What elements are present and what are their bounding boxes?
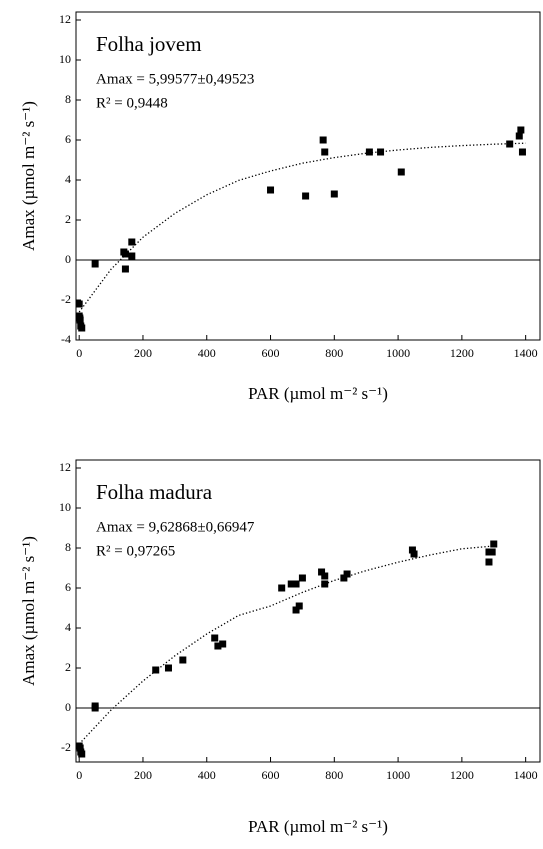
data-point bbox=[343, 570, 351, 578]
data-point bbox=[91, 702, 99, 710]
x-tick-label: 800 bbox=[325, 346, 343, 360]
fit-annotation: R² = 0,9448 bbox=[96, 95, 168, 111]
data-point bbox=[121, 265, 129, 273]
fit-annotation: R² = 0,97265 bbox=[96, 543, 175, 559]
data-point bbox=[78, 750, 86, 758]
fit-annotation: Amax = 9,62868±0,66947 bbox=[96, 519, 255, 535]
x-tick-label: 200 bbox=[134, 768, 152, 782]
y-tick-label: 4 bbox=[65, 172, 71, 186]
data-point bbox=[321, 572, 329, 580]
plot-frame bbox=[75, 459, 541, 763]
data-point bbox=[292, 606, 300, 614]
y-axis-label: Amax (µmol m⁻² s⁻¹) bbox=[19, 101, 38, 251]
data-point bbox=[76, 744, 84, 752]
data-point bbox=[287, 580, 295, 588]
x-tick-label: 1200 bbox=[450, 346, 474, 360]
data-point bbox=[298, 574, 306, 582]
y-tick-label: 10 bbox=[59, 500, 71, 514]
y-tick-label: 0 bbox=[65, 700, 71, 714]
data-point bbox=[128, 238, 136, 246]
y-tick-label: 10 bbox=[59, 52, 71, 66]
y-tick-label: -4 bbox=[61, 332, 71, 346]
data-point bbox=[506, 140, 514, 148]
data-point bbox=[488, 548, 496, 556]
data-point bbox=[292, 580, 300, 588]
y-tick-label: -2 bbox=[61, 740, 71, 754]
data-point bbox=[211, 634, 219, 642]
data-point bbox=[518, 148, 526, 156]
data-point bbox=[267, 186, 275, 194]
data-point bbox=[517, 126, 525, 134]
data-point bbox=[302, 192, 310, 200]
data-point bbox=[91, 260, 99, 268]
data-point bbox=[318, 568, 326, 576]
data-point bbox=[330, 190, 338, 198]
x-tick-label: 1400 bbox=[514, 346, 538, 360]
panel-title: Folha madura bbox=[96, 480, 213, 504]
data-point bbox=[377, 148, 385, 156]
y-tick-label: 8 bbox=[65, 92, 71, 106]
data-point bbox=[485, 558, 493, 566]
x-tick-label: 600 bbox=[262, 346, 280, 360]
x-tick-label: 800 bbox=[325, 768, 343, 782]
y-tick-label: 12 bbox=[59, 460, 71, 474]
y-axis-label: Amax (µmol m⁻² s⁻¹) bbox=[19, 536, 38, 686]
x-axis-label: PAR (µmol m⁻² s⁻¹) bbox=[248, 817, 388, 836]
fit-curve bbox=[78, 142, 526, 313]
y-tick-label: 8 bbox=[65, 540, 71, 554]
fit-curve bbox=[78, 545, 494, 745]
plot-frame bbox=[75, 11, 541, 341]
data-point bbox=[515, 132, 523, 140]
chart-panel: -2 0 2 4 6 8 10 12 0 200 400 600 800 1000 1200 1400 Folh… bbox=[19, 459, 541, 836]
y-tick-label: 2 bbox=[65, 212, 71, 226]
data-point bbox=[214, 642, 222, 650]
x-tick-label: 1200 bbox=[450, 768, 474, 782]
x-tick-label: 0 bbox=[76, 768, 82, 782]
data-point bbox=[219, 640, 227, 648]
data-point bbox=[321, 148, 329, 156]
y-tick-label: 2 bbox=[65, 660, 71, 674]
x-tick-label: 1400 bbox=[514, 768, 538, 782]
data-point bbox=[78, 324, 86, 332]
y-tick-label: -2 bbox=[61, 292, 71, 306]
x-tick-label: 1000 bbox=[386, 768, 410, 782]
data-point bbox=[128, 252, 136, 260]
data-point bbox=[365, 148, 373, 156]
x-tick-label: 600 bbox=[262, 768, 280, 782]
data-point bbox=[76, 314, 84, 322]
y-tick-label: 4 bbox=[65, 620, 71, 634]
x-tick-label: 200 bbox=[134, 346, 152, 360]
data-point bbox=[397, 168, 405, 176]
y-tick-label: 6 bbox=[65, 580, 71, 594]
data-point bbox=[319, 136, 327, 144]
data-point bbox=[152, 666, 160, 674]
y-tick-label: 6 bbox=[65, 132, 71, 146]
x-axis-label: PAR (µmol m⁻² s⁻¹) bbox=[248, 384, 388, 403]
data-point bbox=[408, 546, 416, 554]
data-point bbox=[295, 602, 303, 610]
chart-panel: -4 -2 0 2 4 6 8 10 12 0 200 400 600 800 1000 1200 1400 Fo… bbox=[19, 11, 541, 403]
y-tick-label: 12 bbox=[59, 12, 71, 26]
data-point bbox=[164, 664, 172, 672]
x-tick-label: 400 bbox=[198, 346, 216, 360]
panel-title: Folha jovem bbox=[96, 32, 202, 56]
y-tick-label: 0 bbox=[65, 252, 71, 266]
data-point bbox=[410, 550, 418, 558]
fit-annotation: Amax = 5,99577±0,49523 bbox=[96, 71, 254, 87]
x-tick-label: 400 bbox=[198, 768, 216, 782]
data-point bbox=[490, 540, 498, 548]
data-point bbox=[340, 574, 348, 582]
data-point bbox=[179, 656, 187, 664]
x-tick-label: 0 bbox=[76, 346, 82, 360]
x-tick-label: 1000 bbox=[386, 346, 410, 360]
data-point bbox=[75, 300, 83, 308]
data-point bbox=[278, 584, 286, 592]
